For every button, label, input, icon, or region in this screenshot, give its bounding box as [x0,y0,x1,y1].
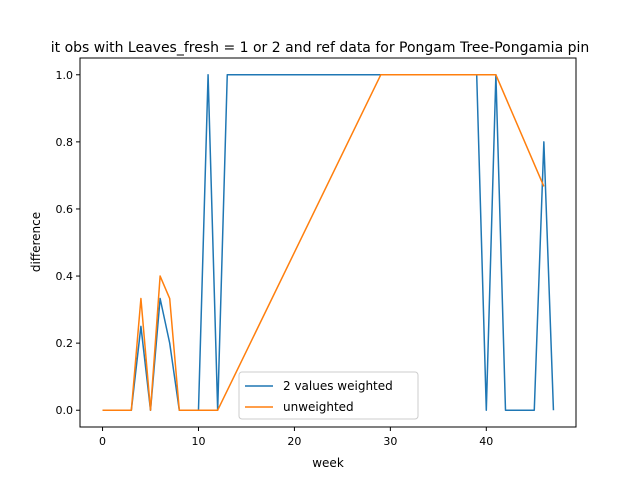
x-tick-label: 40 [479,435,493,448]
x-axis-label: week [312,456,344,470]
x-tick-label: 10 [191,435,205,448]
y-tick-label: 0.4 [56,270,74,283]
legend-label-weighted: 2 values weighted [283,379,393,393]
x-tick-label: 20 [287,435,301,448]
x-tick-label: 30 [383,435,397,448]
y-axis-label: difference [29,212,43,272]
y-axis: 0.0 0.2 0.4 0.6 0.8 1.0 [56,69,80,417]
legend[interactable]: 2 values weighted unweighted [238,371,419,420]
y-tick-label: 0.8 [56,136,74,149]
x-tick-label: 0 [99,435,106,448]
series-layer [102,74,555,411]
plot-frame [79,57,577,428]
legend-frame [238,371,419,420]
series-line-1 [102,74,545,411]
y-tick-label: 0.0 [56,404,74,417]
y-tick-label: 1.0 [56,69,74,82]
chart-title: it obs with Leaves_fresh = 1 or 2 and re… [51,40,590,56]
y-tick-label: 0.6 [56,203,74,216]
legend-label-unweighted: unweighted [283,400,354,414]
x-axis: 0 10 20 30 40 [99,427,493,448]
y-tick-label: 0.2 [56,337,74,350]
